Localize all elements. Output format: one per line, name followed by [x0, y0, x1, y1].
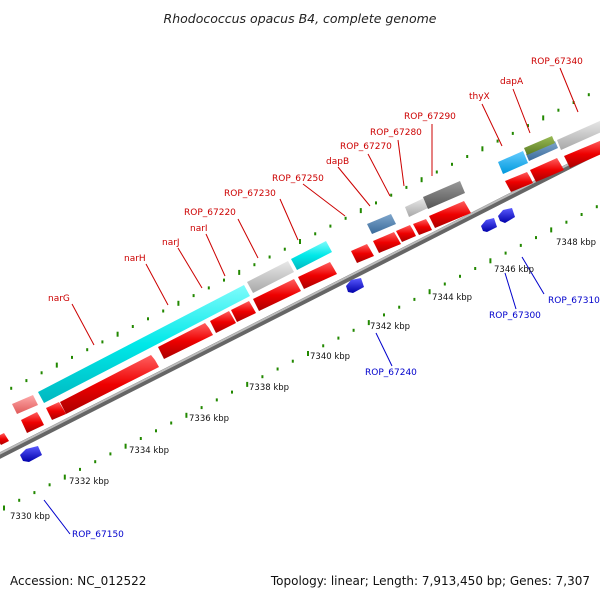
scale-labels: 7330 kbp 7332 kbp 7334 kbp 7336 kbp 7338…	[10, 238, 596, 522]
gene-label-dapA[interactable]: dapA	[500, 77, 524, 87]
reverse-cds-arrow[interactable]	[481, 218, 497, 232]
gene-label-ROP_67300[interactable]: ROP_67300	[489, 311, 541, 321]
scale-label: 7334 kbp	[129, 446, 169, 456]
gene-label-dapB[interactable]: dapB	[326, 157, 349, 167]
reverse-cds-arrow[interactable]	[20, 446, 42, 462]
cds-arrow[interactable]	[413, 219, 432, 235]
gene-label-narG[interactable]: narG	[48, 294, 70, 304]
gene-label-narJ[interactable]: narJ	[162, 238, 180, 248]
accession-label: Accession: NC_012522	[10, 574, 146, 588]
cds-arrow[interactable]	[60, 355, 159, 414]
label-leaders-forward	[71, 67, 579, 346]
label-leaders-reverse	[43, 256, 545, 535]
cds-arrow[interactable]	[0, 433, 9, 445]
gene-label-ROP_67220[interactable]: ROP_67220	[184, 208, 236, 218]
reverse-gene-labels: ROP_67150 ROP_67240 ROP_67300 ROP_67310	[72, 296, 600, 540]
scale-label: 7342 kbp	[370, 322, 410, 332]
cds-arrow[interactable]	[564, 140, 600, 168]
rna-feature[interactable]	[291, 241, 332, 270]
gene-label-ROP_67280[interactable]: ROP_67280	[370, 128, 422, 138]
gene-label-ROP_67290[interactable]: ROP_67290	[404, 112, 456, 122]
cds-arrow[interactable]	[396, 225, 416, 242]
forward-gene-labels: narG narH narJ narI ROP_67220 ROP_67230 …	[48, 57, 583, 304]
gene-label-thyX[interactable]: thyX	[469, 92, 490, 102]
gene-label-narI[interactable]: narI	[190, 224, 208, 234]
gene-label-ROP_67240[interactable]: ROP_67240	[365, 368, 417, 378]
cds-arrow[interactable]	[505, 172, 533, 192]
gene-label-ROP_67150[interactable]: ROP_67150	[72, 530, 124, 540]
scale-label: 7330 kbp	[10, 512, 50, 522]
scale-label: 7338 kbp	[249, 383, 289, 393]
gene-feature-thyX[interactable]	[498, 151, 528, 174]
reverse-strand-features	[20, 208, 515, 462]
gene-feature[interactable]	[367, 214, 396, 234]
cds-arrow[interactable]	[429, 201, 471, 228]
cds-arrow[interactable]	[231, 301, 256, 322]
forward-strand-features	[12, 120, 600, 414]
cds-arrow[interactable]	[158, 323, 213, 359]
cds-arrow[interactable]	[298, 262, 337, 289]
gene-label-ROP_67270[interactable]: ROP_67270	[340, 142, 392, 152]
scale-ticks	[3, 93, 598, 511]
scale-label: 7340 kbp	[310, 352, 350, 362]
gene-label-ROP_67310[interactable]: ROP_67310	[548, 296, 600, 306]
scale-label: 7332 kbp	[69, 477, 109, 487]
map-title: Rhodococcus opacus B4, complete genome	[164, 11, 437, 26]
cds-arrow[interactable]	[351, 244, 374, 263]
gene-label-narH[interactable]: narH	[124, 254, 146, 264]
cds-arrow[interactable]	[373, 232, 401, 253]
gene-label-ROP_67340[interactable]: ROP_67340	[531, 57, 583, 67]
scale-label: 7348 kbp	[556, 238, 596, 248]
scale-label: 7344 kbp	[432, 293, 472, 303]
gene-feature[interactable]	[405, 198, 428, 217]
cds-arrow[interactable]	[210, 311, 236, 333]
gene-feature-dapA[interactable]	[524, 136, 555, 155]
cds-arrow[interactable]	[21, 412, 44, 433]
cds-arrows	[0, 140, 600, 445]
gene-feature-dapA[interactable]	[526, 141, 558, 161]
reverse-cds-arrow[interactable]	[498, 208, 515, 223]
cds-arrow[interactable]	[46, 402, 66, 420]
cds-arrow[interactable]	[530, 158, 564, 182]
scale-label: 7346 kbp	[494, 265, 534, 275]
gene-feature[interactable]	[423, 181, 465, 209]
gene-label-ROP_67230[interactable]: ROP_67230	[224, 189, 276, 199]
gene-feature[interactable]	[247, 261, 294, 293]
gene-label-ROP_67250[interactable]: ROP_67250	[272, 174, 324, 184]
cds-arrow[interactable]	[253, 279, 301, 311]
reverse-cds-arrow[interactable]	[346, 278, 364, 293]
gene-feature[interactable]	[557, 120, 600, 150]
genome-summary: Topology: linear; Length: 7,913,450 bp; …	[270, 574, 590, 588]
rna-feature-narG[interactable]	[38, 285, 250, 403]
backbone	[0, 147, 600, 459]
scale-label: 7336 kbp	[189, 414, 229, 424]
gene-feature[interactable]	[12, 395, 38, 414]
